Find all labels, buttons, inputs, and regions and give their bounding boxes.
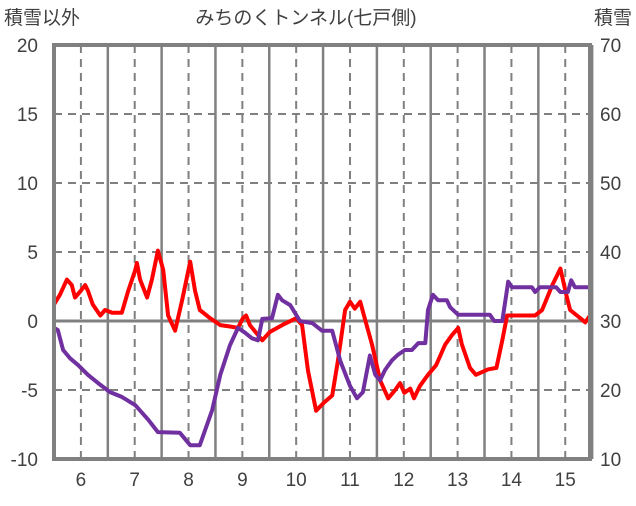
series-line-other [52,248,592,413]
y2-tick-label: 20 [600,381,621,402]
x-tick-label: 14 [501,470,523,491]
x-tick-label: 13 [447,470,468,491]
plot-frame [52,43,592,461]
y-tick-label: 5 [27,243,38,264]
x-tick-label: 7 [129,470,140,491]
y-tick-label: -10 [11,450,38,471]
y-axis-label: 積雪以外 [4,7,80,29]
x-tick-label: 10 [286,470,307,491]
x-tick-label: 15 [555,470,576,491]
y-tick-label: 0 [27,312,38,333]
grid [54,45,594,459]
y2-tick-label: 50 [600,174,621,195]
series-line-snow [53,278,590,448]
y2-tick-label: 10 [600,450,621,471]
x-tick-label: 9 [237,470,248,491]
x-tick-label: 8 [183,470,194,491]
y-tick-label: 20 [17,36,38,57]
y-tick-label: 10 [17,174,38,195]
y2-axis-label: 積雪 [594,7,632,29]
y2-tick-label: 60 [600,105,621,126]
y2-tick-label: 30 [600,312,621,333]
y2-tick-label: 40 [600,243,621,264]
tick-labels: -10 -5 0 5 10 15 20 10 20 30 40 50 60 70 6 7 8 9 10 11 12 13 1… [11,36,622,491]
x-tick-label: 12 [393,470,414,491]
y2-tick-label: 70 [600,36,621,57]
x-tick-label: 6 [76,470,87,491]
chart-title: みちのくトンネル(七戸側) [195,7,416,29]
series-lines [52,248,592,448]
y-tick-label: 15 [17,105,38,126]
y-tick-label: -5 [21,381,38,402]
x-tick-label: 11 [340,470,360,491]
